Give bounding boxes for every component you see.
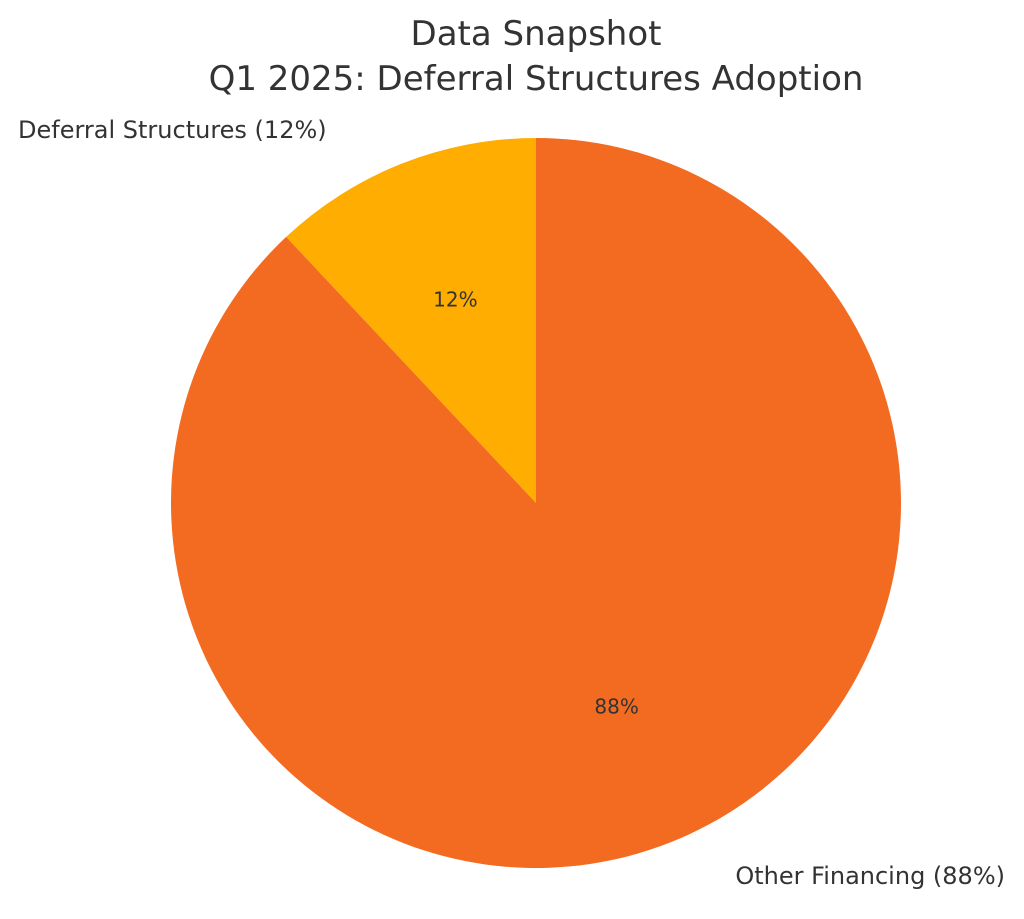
pie-labels: 12% Deferral Structures (12%) 88% Other Fin… <box>18 116 1005 890</box>
pie-slice-deferral-structures <box>286 138 536 503</box>
chart-subtitle: Q1 2025: Deferral Structures Adoption <box>209 59 864 99</box>
slice-percent-label: 88% <box>594 695 638 719</box>
slice-outer-label: Deferral Structures (12%) <box>18 116 327 144</box>
slice-outer-label: Other Financing (88%) <box>735 862 1005 890</box>
chart-title: Data Snapshot <box>411 14 662 54</box>
pie-slice-other-financing <box>170 138 901 869</box>
slice-percent-label: 12% <box>433 287 477 311</box>
pie-slices <box>170 138 901 869</box>
